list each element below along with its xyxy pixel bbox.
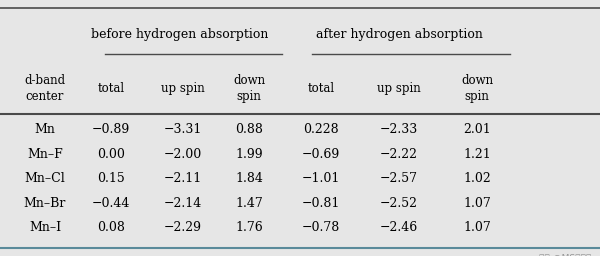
Text: down
spin: down spin: [233, 74, 265, 103]
Text: −2.46: −2.46: [380, 221, 418, 234]
Text: −2.22: −2.22: [380, 148, 418, 161]
Text: 1.99: 1.99: [235, 148, 263, 161]
Text: down
spin: down spin: [461, 74, 493, 103]
Text: 0.08: 0.08: [97, 221, 125, 234]
Text: 1.07: 1.07: [463, 221, 491, 234]
Text: 1.47: 1.47: [235, 197, 263, 210]
Text: 0.88: 0.88: [235, 123, 263, 136]
Text: −1.01: −1.01: [302, 172, 340, 185]
Text: after hydrogen absorption: after hydrogen absorption: [316, 28, 482, 41]
Text: −0.89: −0.89: [92, 123, 130, 136]
Text: total: total: [97, 82, 125, 95]
Text: Mn–I: Mn–I: [29, 221, 61, 234]
Text: Mn–Br: Mn–Br: [24, 197, 66, 210]
Text: Mn–F: Mn–F: [27, 148, 63, 161]
Text: −2.33: −2.33: [380, 123, 418, 136]
Text: −0.44: −0.44: [92, 197, 130, 210]
Text: −3.31: −3.31: [164, 123, 202, 136]
Text: −0.81: −0.81: [302, 197, 340, 210]
Text: 1.76: 1.76: [235, 221, 263, 234]
Text: up spin: up spin: [377, 82, 421, 95]
Text: 0.15: 0.15: [97, 172, 125, 185]
Text: total: total: [307, 82, 335, 95]
Text: Mn–Cl: Mn–Cl: [25, 172, 65, 185]
Text: −0.69: −0.69: [302, 148, 340, 161]
Text: 1.02: 1.02: [463, 172, 491, 185]
Text: 1.21: 1.21: [463, 148, 491, 161]
Text: 2.01: 2.01: [463, 123, 491, 136]
Text: Mn: Mn: [35, 123, 55, 136]
Text: −2.00: −2.00: [164, 148, 202, 161]
Text: 1.84: 1.84: [235, 172, 263, 185]
Text: 0.00: 0.00: [97, 148, 125, 161]
Text: −0.78: −0.78: [302, 221, 340, 234]
Text: −2.14: −2.14: [164, 197, 202, 210]
Text: −2.29: −2.29: [164, 221, 202, 234]
Text: 1.07: 1.07: [463, 197, 491, 210]
Text: −2.52: −2.52: [380, 197, 418, 210]
Text: 知乳 @MS杨站长: 知乳 @MS杨站长: [539, 253, 591, 256]
Text: before hydrogen absorption: before hydrogen absorption: [91, 28, 269, 41]
Text: 0.228: 0.228: [303, 123, 339, 136]
Text: up spin: up spin: [161, 82, 205, 95]
Text: d-band
center: d-band center: [25, 74, 65, 103]
Text: −2.11: −2.11: [164, 172, 202, 185]
Text: −2.57: −2.57: [380, 172, 418, 185]
